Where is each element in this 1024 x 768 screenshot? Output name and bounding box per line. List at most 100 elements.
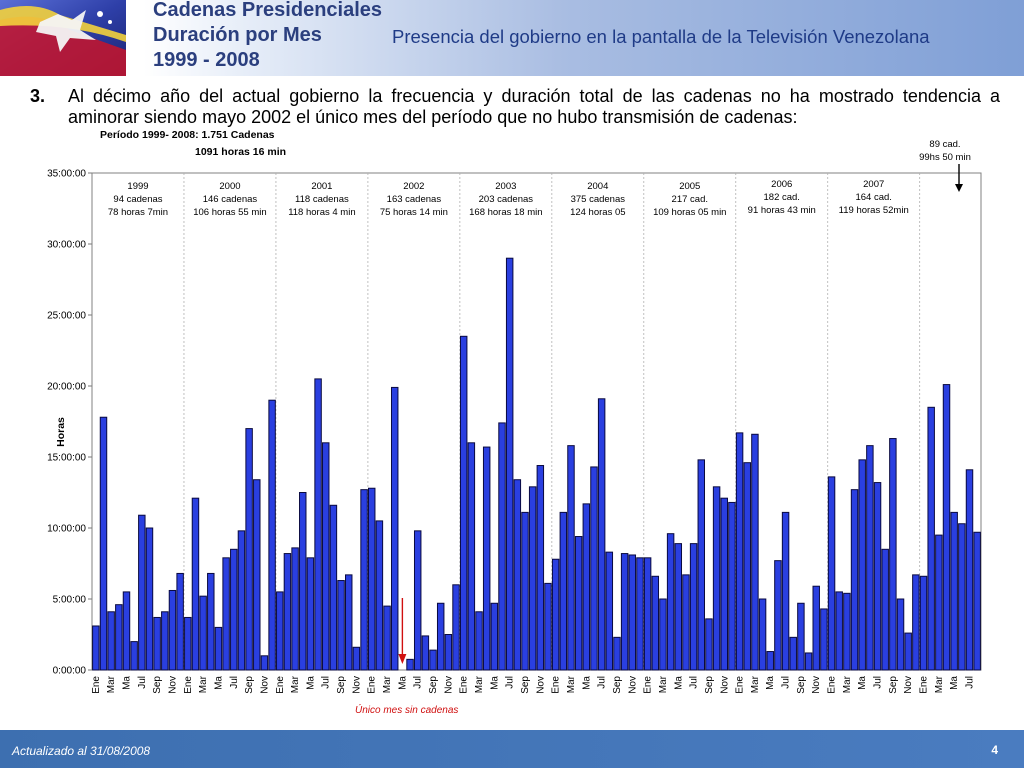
bar <box>452 584 460 671</box>
bar <box>459 335 468 671</box>
year-annotation-year: 2001 <box>311 181 332 192</box>
bar <box>896 598 905 671</box>
bar <box>835 591 843 671</box>
bar <box>253 479 261 671</box>
bar <box>283 553 292 671</box>
year-annotation-year: 2000 <box>219 181 240 192</box>
bar <box>528 486 537 671</box>
year-annotation-hours: 106 horas 55 min <box>193 207 266 218</box>
year-annotation-hours: 118 horas 4 min <box>288 207 355 218</box>
header-banner: Cadenas Presidenciales Duración por Mes … <box>0 0 1024 76</box>
x-tick-label: Ma <box>673 676 684 690</box>
x-tick-label: Sep <box>612 676 623 694</box>
year-annotation-hours: 78 horas 7min <box>108 207 168 218</box>
bar <box>850 489 859 671</box>
bar <box>421 635 430 671</box>
bar <box>774 560 782 671</box>
year-2008-note-line-1: 89 cad. <box>929 139 961 150</box>
x-tick-label: Ene <box>275 676 286 694</box>
x-tick-label: Mar <box>106 675 117 693</box>
bar <box>122 591 131 671</box>
title-line-1: Cadenas Presidenciales <box>153 0 383 21</box>
x-tick-label: Jul <box>413 676 424 689</box>
bar <box>383 605 391 671</box>
bullet-text: Al décimo año del actual gobierno la fre… <box>68 86 1000 127</box>
bar <box>505 257 514 671</box>
year-annotation-count: 94 cadenas <box>113 194 162 205</box>
title-line-3: 1999 - 2008 <box>153 49 260 71</box>
bar <box>375 520 384 671</box>
x-tick-label: Nov <box>535 676 546 694</box>
chart-title-line-1: Período 1999- 2008: 1.751 Cadenas <box>100 129 275 141</box>
x-tick-label: Nov <box>351 676 362 694</box>
bar <box>866 445 874 671</box>
bar <box>666 533 675 671</box>
bar <box>843 592 851 671</box>
y-tick-label: 25:00:00 <box>47 311 86 322</box>
x-tick-label: Sep <box>704 676 715 694</box>
x-tick-label: Sep <box>244 676 255 694</box>
bar <box>873 482 882 671</box>
x-tick-label: Nov <box>719 676 730 694</box>
year-annotation-count: 217 cad. <box>672 194 708 205</box>
bar <box>544 582 552 671</box>
bar <box>551 558 560 671</box>
bar <box>291 547 299 671</box>
bullet-number: 3. <box>30 86 46 106</box>
x-tick-label: Jul <box>597 676 608 689</box>
y-tick-label: 20:00:00 <box>47 382 86 393</box>
page-subtitle: Presencia del gobierno en la pantalla de… <box>392 26 930 47</box>
bar <box>536 465 545 671</box>
bar <box>314 378 322 671</box>
bar <box>781 511 790 671</box>
bar <box>145 527 154 671</box>
year-annotation-count: 203 cadenas <box>479 194 534 205</box>
bar <box>942 384 951 671</box>
x-tick-label: Ma <box>489 676 500 690</box>
year-2008-note-line-2: 99hs 50 min <box>919 152 971 163</box>
x-tick-label: Sep <box>428 676 439 694</box>
x-tick-label: Jul <box>781 676 792 689</box>
bar <box>107 611 115 671</box>
y-axis-label: Horas <box>54 417 67 447</box>
year-annotation-year: 2007 <box>863 179 884 190</box>
year-annotation-hours: 124 horas 05 <box>570 207 625 218</box>
x-tick-label: Mar <box>198 675 209 693</box>
x-tick-label: Sep <box>152 676 163 694</box>
bar <box>965 469 974 671</box>
x-tick-label: Mar <box>290 675 301 693</box>
x-tick-label: Nov <box>259 676 270 694</box>
x-tick-label: Nov <box>811 676 822 694</box>
bar <box>130 641 138 671</box>
bar <box>482 446 491 671</box>
bar <box>413 530 422 671</box>
x-tick-label: Mar <box>566 675 577 693</box>
bar <box>276 591 284 671</box>
year-annotation-hours: 75 horas 14 min <box>380 207 448 218</box>
x-tick-label: Sep <box>336 676 347 694</box>
bar <box>881 548 889 671</box>
year-annotation-count: 375 cadenas <box>571 194 626 205</box>
bar <box>237 530 246 671</box>
year-2008-note: 89 cad. 99hs 50 min <box>900 138 990 164</box>
flag-star-logo-graphic <box>0 0 126 76</box>
bar <box>199 595 207 671</box>
x-tick-label: Ma <box>949 676 960 690</box>
bar <box>475 611 483 671</box>
year-annotation-hours: 168 horas 18 min <box>469 207 542 218</box>
x-tick-label: Jul <box>321 676 332 689</box>
x-tick-label: Jul <box>689 676 700 689</box>
bar <box>222 557 230 671</box>
bar <box>582 503 591 671</box>
x-tick-label: Ma <box>397 676 408 690</box>
bar <box>345 574 353 671</box>
bar <box>521 511 529 671</box>
bar <box>636 557 644 671</box>
bar <box>444 634 453 671</box>
year-annotation-count: 163 cadenas <box>387 194 442 205</box>
x-tick-label: Sep <box>888 676 899 694</box>
year-annotation-count: 164 cad. <box>855 192 891 203</box>
y-tick-label: 10:00:00 <box>47 524 86 535</box>
x-tick-label: Ma <box>857 676 868 690</box>
x-tick-label: Jul <box>505 676 516 689</box>
